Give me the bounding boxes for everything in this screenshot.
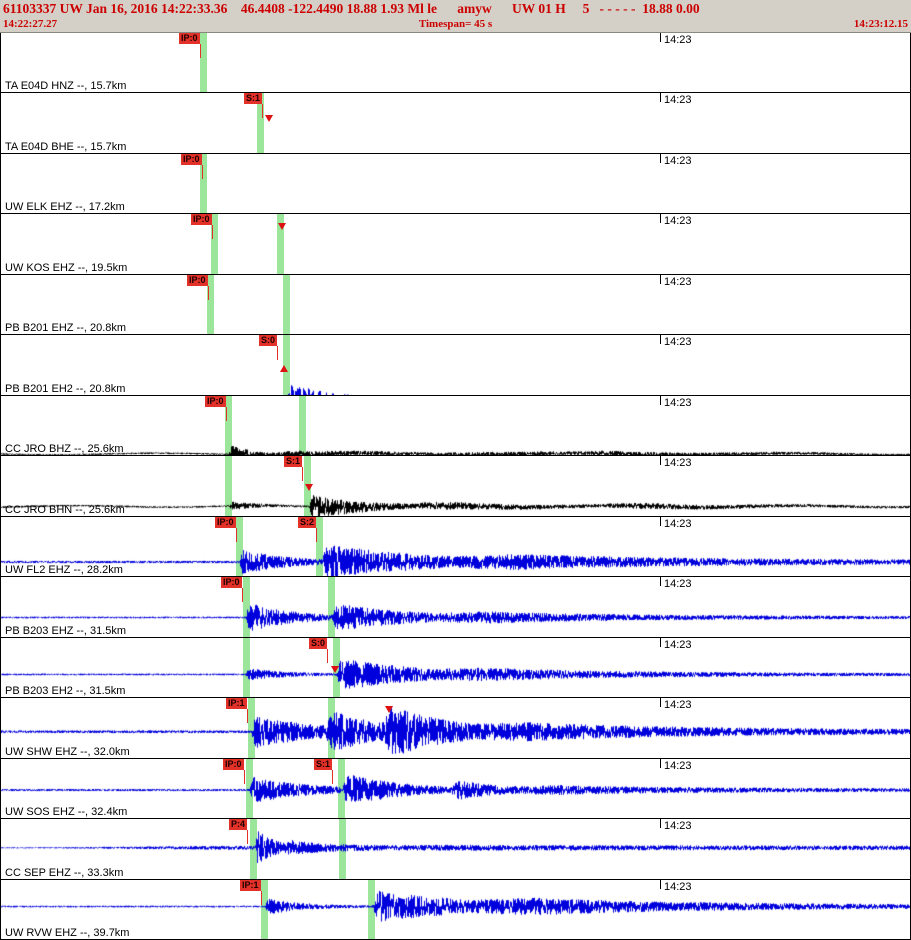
phase-pick-flag[interactable]: S:1 (244, 93, 264, 119)
waveform-canvas[interactable] (1, 214, 910, 274)
waveform-canvas[interactable] (1, 879, 910, 939)
phase-pick-flag[interactable]: S:1 (284, 456, 304, 482)
waveform-canvas[interactable] (1, 819, 910, 879)
trace-panel[interactable]: 14:23 UW RVW EHZ --, 39.7km IP:1 (1, 879, 910, 940)
pick-triangle-marker[interactable] (280, 365, 288, 373)
phase-pick-flag[interactable]: IP:0 (179, 33, 201, 58)
waveform-canvas[interactable] (1, 33, 910, 93)
trace-panel[interactable]: 14:23 CC SEP EHZ --, 33.3km P:4 (1, 819, 910, 880)
trace-panel[interactable]: 14:23 UW FL2 EHZ --, 28.2km IP:0S:2 (1, 516, 910, 578)
phase-pick-flag[interactable]: P:4 (229, 819, 249, 845)
window-start-time: 14:22:27.27 (3, 18, 58, 30)
trace-panel[interactable]: 14:23 PB B201 EH2 --, 20.8km S:0 (1, 335, 910, 396)
station-label: UW SOS EHZ --, 32.4km (5, 806, 128, 819)
pick-triangle-marker[interactable] (305, 484, 313, 492)
trace-panel[interactable]: 14:23 CC JRO BHZ --, 25.6km IP:0 (1, 395, 910, 457)
waveform-canvas[interactable] (1, 637, 910, 698)
trace-panel[interactable]: 14:23 UW SHW EHZ --, 32.0km IP:1 (1, 698, 910, 759)
phase-pick-flag[interactable]: IP:0 (223, 758, 245, 784)
phase-pick-flag[interactable]: S:1 (314, 758, 334, 784)
phase-pick-flag[interactable]: IP:0 (205, 395, 227, 421)
waveform-canvas[interactable] (1, 516, 910, 577)
pick-triangle-marker[interactable] (278, 223, 286, 231)
station-label: TA E04D HNZ --, 15.7km (5, 80, 127, 93)
waveform-canvas[interactable] (1, 335, 910, 395)
event-summary-bar: 61103337 UW Jan 16, 2016 14:22:33.36 46.… (0, 0, 911, 17)
trace-panel[interactable]: 14:23 TA E04D BHE --, 15.7km S:1 (1, 93, 910, 154)
waveform-canvas[interactable] (1, 456, 910, 516)
phase-pick-flag[interactable]: IP:0 (181, 153, 203, 179)
station-label: PB B203 EHZ --, 31.5km (5, 624, 127, 637)
station-label: UW KOS EHZ --, 19.5km (5, 261, 128, 274)
station-label: PB B203 EH2 --, 31.5km (5, 685, 126, 698)
time-range-bar: 14:22:27.27 Timespan= 45 s 14:23:12.15 (0, 17, 911, 33)
trace-panel[interactable]: 14:23 PB B203 EH2 --, 31.5km S:0 (1, 637, 910, 699)
station-label: CC JRO BHN --, 25.6km (5, 503, 125, 516)
waveform-canvas[interactable] (1, 274, 910, 335)
waveform-canvas[interactable] (1, 395, 910, 456)
station-label: CC JRO BHZ --, 25.6km (5, 443, 124, 456)
trace-panel[interactable]: 14:23 CC JRO BHN --, 25.6km S:1 (1, 456, 910, 517)
station-label: CC SEP EHZ --, 33.3km (5, 866, 124, 879)
phase-pick-flag[interactable]: IP:0 (215, 516, 237, 542)
trace-panel[interactable]: 14:23 TA E04D HNZ --, 15.7km IP:0 (1, 33, 910, 94)
pick-triangle-marker[interactable] (265, 115, 273, 123)
phase-pick-flag[interactable]: IP:1 (240, 879, 262, 905)
station-label: UW RVW EHZ --, 39.7km (5, 927, 130, 940)
window-end-time: 14:23:12.15 (853, 18, 908, 30)
station-label: TA E04D BHE --, 15.7km (5, 140, 127, 153)
waveform-canvas[interactable] (1, 577, 910, 637)
trace-panel[interactable]: 14:23 UW KOS EHZ --, 19.5km IP:0 (1, 214, 910, 275)
phase-pick-flag[interactable]: S:2 (298, 516, 318, 542)
timespan-label: Timespan= 45 s (418, 18, 493, 30)
phase-pick-flag[interactable]: IP:1 (226, 698, 248, 724)
station-label: PB B201 EH2 --, 20.8km (5, 382, 126, 395)
pick-triangle-marker[interactable] (331, 665, 339, 673)
station-label: UW ELK EHZ --, 17.2km (5, 201, 125, 214)
phase-pick-flag[interactable]: IP:0 (187, 274, 209, 300)
waveform-canvas[interactable] (1, 93, 910, 153)
phase-pick-flag[interactable]: IP:0 (191, 214, 213, 240)
phase-pick-flag[interactable]: IP:0 (221, 577, 243, 603)
waveform-canvas[interactable] (1, 153, 910, 214)
waveform-canvas[interactable] (1, 698, 910, 758)
trace-panel[interactable]: 14:23 UW ELK EHZ --, 17.2km IP:0 (1, 153, 910, 215)
phase-pick-flag[interactable]: S:0 (259, 335, 279, 361)
waveform-canvas[interactable] (1, 758, 910, 819)
trace-panel[interactable]: 14:23 PB B203 EHZ --, 31.5km IP:0 (1, 577, 910, 638)
trace-area: 14:23 TA E04D HNZ --, 15.7km IP:0 14:23 … (0, 33, 911, 940)
station-label: UW FL2 EHZ --, 28.2km (5, 564, 123, 577)
station-label: UW SHW EHZ --, 32.0km (5, 745, 130, 758)
trace-panel[interactable]: 14:23 UW SOS EHZ --, 32.4km IP:0S:1 (1, 758, 910, 820)
phase-pick-flag[interactable]: S:0 (309, 637, 329, 663)
trace-panel[interactable]: 14:23 PB B201 EHZ --, 20.8km IP:0 (1, 274, 910, 336)
pick-triangle-marker[interactable] (385, 706, 393, 714)
station-label: PB B201 EHZ --, 20.8km (5, 322, 127, 335)
